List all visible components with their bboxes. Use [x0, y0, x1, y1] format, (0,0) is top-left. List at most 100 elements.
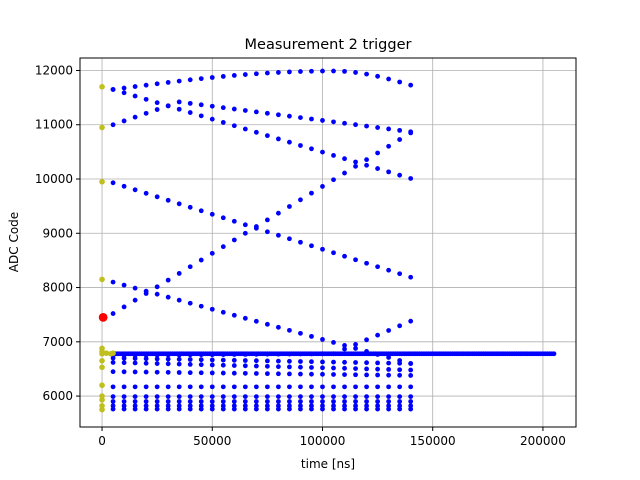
x-tick-label: 0	[98, 434, 106, 448]
data-point	[220, 357, 226, 363]
data-point	[331, 394, 336, 400]
data-point	[154, 361, 160, 366]
data-point	[287, 371, 292, 377]
data-point	[342, 120, 347, 126]
data-point	[132, 84, 138, 89]
data-point	[375, 332, 380, 338]
data-point	[287, 139, 292, 145]
data-point	[386, 406, 392, 412]
data-point	[242, 406, 248, 412]
data-point	[176, 399, 182, 404]
data-point	[342, 156, 347, 162]
pretrigger-point	[110, 350, 116, 357]
data-point	[364, 337, 369, 343]
data-point	[386, 169, 392, 175]
data-point	[132, 187, 138, 193]
data-point	[231, 237, 237, 243]
data-point	[309, 359, 314, 365]
data-point	[132, 356, 138, 361]
data-point	[320, 365, 325, 371]
data-point	[287, 204, 292, 209]
data-point	[287, 113, 292, 119]
data-point	[209, 306, 215, 312]
data-point	[154, 384, 160, 390]
data-point	[132, 297, 138, 303]
data-point	[375, 73, 380, 79]
data-point	[287, 358, 292, 364]
data-point	[298, 69, 303, 74]
data-point	[198, 394, 204, 400]
data-point	[154, 369, 160, 375]
data-point	[187, 204, 193, 210]
pretrigger-point	[99, 357, 105, 364]
data-point	[264, 217, 270, 223]
data-point	[397, 384, 403, 390]
data-point	[264, 358, 270, 364]
data-point	[198, 208, 204, 214]
data-point	[198, 357, 204, 363]
data-point	[220, 244, 226, 250]
data-point	[264, 321, 270, 327]
pretrigger-point	[99, 276, 105, 283]
data-point	[154, 399, 160, 404]
data-point	[397, 367, 403, 373]
data-point	[264, 363, 270, 369]
y-tick-label: 12000	[35, 63, 73, 77]
data-point	[331, 119, 336, 125]
data-point	[209, 406, 215, 412]
data-point	[353, 406, 358, 412]
data-point	[220, 215, 226, 221]
data-point	[320, 336, 325, 342]
data-point	[397, 172, 403, 178]
data-point	[298, 371, 303, 377]
data-point	[309, 371, 314, 377]
data-point	[298, 330, 303, 336]
data-point	[364, 360, 369, 366]
data-point	[121, 90, 127, 96]
data-point	[375, 264, 380, 270]
data-point	[154, 394, 160, 400]
data-point	[386, 384, 392, 390]
data-point	[121, 360, 127, 366]
data-point	[143, 384, 149, 390]
data-point	[231, 399, 237, 404]
data-point	[287, 69, 292, 75]
data-point	[121, 355, 127, 361]
data-point	[176, 297, 182, 303]
data-point	[220, 406, 226, 412]
data-point	[353, 163, 358, 169]
data-point	[364, 399, 369, 404]
data-point	[121, 406, 127, 412]
data-point	[364, 157, 369, 163]
data-point	[375, 352, 380, 357]
data-point	[231, 106, 237, 112]
data-point	[298, 364, 303, 370]
data-point	[408, 176, 414, 181]
data-point	[298, 399, 303, 404]
data-point	[375, 372, 380, 378]
data-point	[375, 150, 380, 156]
data-point	[342, 343, 347, 348]
data-point	[320, 384, 325, 390]
data-point	[386, 76, 392, 82]
data-point	[320, 68, 325, 74]
data-point	[309, 394, 314, 400]
data-point	[176, 361, 182, 367]
y-tick-label: 8000	[42, 281, 73, 295]
data-point	[220, 352, 226, 357]
x-axis-ticks: 0 50000 100000 150000 200000	[98, 427, 566, 448]
data-point	[253, 399, 259, 404]
data-point	[176, 271, 182, 276]
data-point	[176, 370, 182, 375]
data-point	[176, 201, 182, 207]
pretrigger-point	[99, 364, 105, 371]
data-point	[331, 250, 336, 256]
data-point	[397, 406, 403, 412]
data-point	[287, 399, 292, 404]
data-point	[264, 229, 270, 235]
data-point	[231, 123, 237, 129]
data-point	[397, 137, 403, 142]
data-point	[276, 324, 281, 330]
data-point	[220, 105, 226, 111]
